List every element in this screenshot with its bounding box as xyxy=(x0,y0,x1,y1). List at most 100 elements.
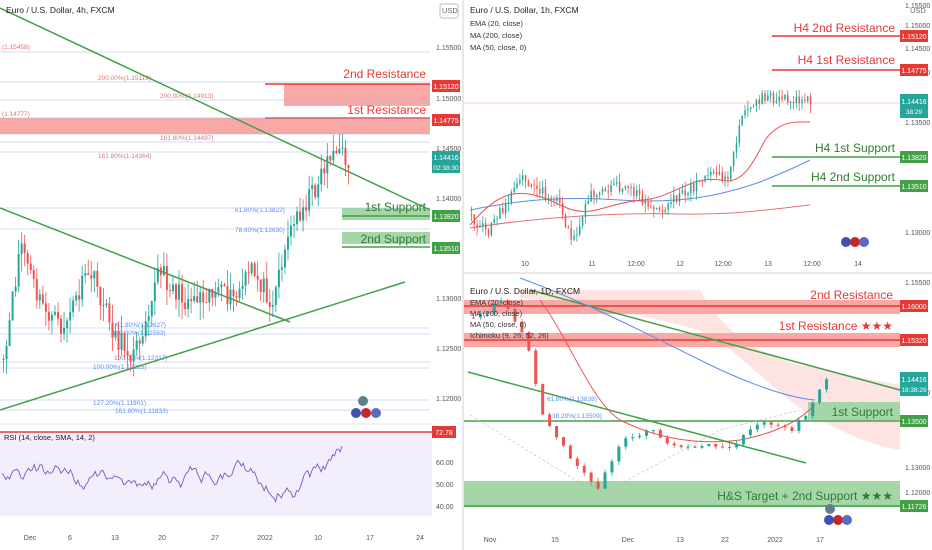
eu-flag-icon[interactable] xyxy=(824,515,834,525)
right-top-candle xyxy=(695,180,698,192)
right-bottom-current-price: 1.14416 xyxy=(901,377,926,384)
right-top-candle xyxy=(767,95,769,101)
h4-1st-resistance-tag xyxy=(900,64,928,76)
right-bottom-candle xyxy=(541,384,545,415)
right-top-current-price-tag xyxy=(900,94,928,118)
left-candle xyxy=(56,311,59,319)
right-1h-chart[interactable]: 1.155001.150001.145001.140001.135001.130… xyxy=(464,3,930,268)
left-price-tick: 1.12500 xyxy=(436,346,461,353)
right-top-candle xyxy=(655,207,658,210)
left-candle xyxy=(190,299,193,301)
daily-ema20-line xyxy=(539,299,816,443)
us-flag-icon[interactable] xyxy=(850,237,860,247)
left-candle xyxy=(81,275,84,300)
left-candle xyxy=(181,284,184,303)
flag-icons-top[interactable] xyxy=(841,237,869,247)
left-candle xyxy=(311,185,314,190)
left-candle xyxy=(153,282,156,302)
event-icon[interactable] xyxy=(358,396,368,406)
left-candle xyxy=(235,296,238,298)
right-bottom-time-label: Dec xyxy=(622,537,635,544)
flag-icons-bottom[interactable] xyxy=(824,504,852,525)
daily-neckline xyxy=(467,371,807,464)
left-candle xyxy=(250,263,253,274)
eu-flag-icon[interactable] xyxy=(351,408,361,418)
rsi-value-tag xyxy=(432,426,456,438)
left-candle xyxy=(178,284,181,300)
left-candle xyxy=(144,320,147,337)
us-flag-icon[interactable] xyxy=(833,515,843,525)
left-4h-chart[interactable]: (1.15458)200.00%(1.15119)200.00%(1.14913… xyxy=(0,3,461,542)
right-bottom-candle xyxy=(658,430,662,438)
right-bottom-candle xyxy=(589,472,593,482)
right-top-candle xyxy=(630,187,632,189)
left-candle xyxy=(305,207,308,211)
left-candle xyxy=(105,303,108,306)
right-top-candle xyxy=(755,99,758,107)
right-top-price-tick: 1.15500 xyxy=(905,3,930,10)
left-candles xyxy=(2,133,350,377)
right-bottom-indicator-ma50: MA (50, close, 0) xyxy=(470,320,527,329)
left-current-price-tag xyxy=(432,151,460,173)
left-candle xyxy=(156,267,159,283)
right-top-candle xyxy=(613,183,615,186)
left-fib-label: 100.00%(1.12215) xyxy=(93,364,147,371)
eu-flag-icon[interactable] xyxy=(859,237,869,247)
right-bottom-candle xyxy=(797,419,801,431)
right-bottom-countdown: 18:38:29 xyxy=(901,387,927,394)
left-candle xyxy=(84,273,87,276)
right-top-candle xyxy=(681,190,684,193)
h4-2nd-resistance-tag-value: 1.15120 xyxy=(901,34,926,41)
right-top-price-axis: 1.155001.150001.145001.140001.135001.130… xyxy=(900,3,930,237)
left-candle xyxy=(138,340,141,344)
left-level-zones xyxy=(0,51,430,411)
eu-flag-icon[interactable] xyxy=(371,408,381,418)
eu-flag-icon[interactable] xyxy=(841,237,851,247)
left-candle xyxy=(202,292,205,303)
left-fib-labels: (1.15458)200.00%(1.15119)200.00%(1.14913… xyxy=(2,44,285,415)
flag-icons-left[interactable] xyxy=(351,396,381,418)
right-bottom-candle xyxy=(471,317,475,319)
right-bottom-candle xyxy=(506,300,510,309)
left-tag-1st-support xyxy=(432,210,460,222)
right-top-candle xyxy=(553,199,555,202)
right-bottom-candle xyxy=(561,437,565,446)
left-candle xyxy=(265,278,268,303)
hs-target-label: H&S Target + 2nd Support ★★★ xyxy=(717,489,893,503)
right-top-candle xyxy=(806,96,809,102)
right-bottom-candle xyxy=(728,446,732,448)
daily-2nd-resistance-zone xyxy=(464,300,900,314)
left-candle xyxy=(126,351,129,356)
right-top-candle xyxy=(601,188,604,193)
right-top-candle xyxy=(635,189,638,197)
left-price-tick: 1.14500 xyxy=(436,146,461,153)
right-bottom-candle xyxy=(631,437,635,439)
left-currency-box[interactable] xyxy=(439,3,459,19)
left-candle xyxy=(323,168,326,174)
right-top-candle xyxy=(670,201,672,205)
ma50-line xyxy=(469,159,811,211)
right-top-candle xyxy=(539,189,541,194)
us-flag-icon[interactable] xyxy=(361,408,371,418)
event-icon[interactable] xyxy=(825,504,835,514)
right-top-time-label: 14 xyxy=(854,261,862,268)
right-top-candle xyxy=(524,175,527,181)
left-candle xyxy=(344,147,347,165)
eu-flag-icon[interactable] xyxy=(842,515,852,525)
right-bottom-candle xyxy=(492,303,496,313)
right-bottom-candle xyxy=(769,422,773,425)
right-1d-chart[interactable]: 61.80%(1.13838) 38.20%(1.13509) 1.15500 1.… xyxy=(464,277,930,544)
right-top-candle xyxy=(809,96,812,105)
left-time-label: 20 xyxy=(158,535,166,542)
left-label-2nd-support: 2nd Support xyxy=(361,232,427,246)
right-top-candle xyxy=(650,206,652,208)
left-candle xyxy=(114,331,117,338)
right-top-candle xyxy=(633,187,635,197)
right-top-candle xyxy=(487,229,490,236)
right-top-indicator-ma50: MA (50, close, 0) xyxy=(470,43,527,52)
right-bottom-candle xyxy=(721,446,725,448)
right-top-candle xyxy=(787,95,789,103)
right-top-candle xyxy=(607,191,609,193)
right-top-candle xyxy=(527,180,530,187)
left-tag-2nd-resistance xyxy=(432,80,460,92)
